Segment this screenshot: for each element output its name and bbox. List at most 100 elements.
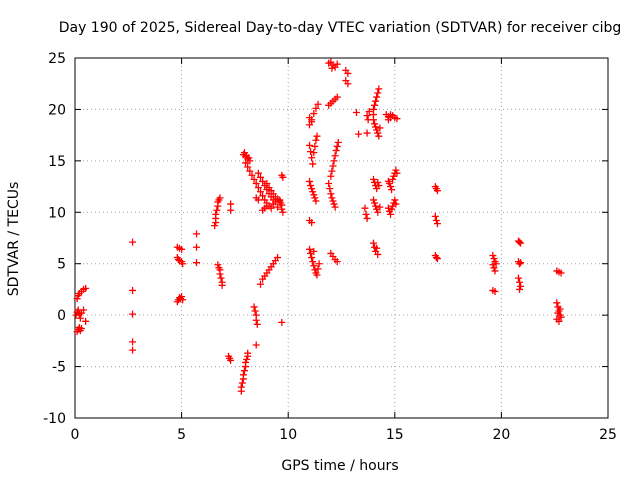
- data-point: [276, 196, 284, 204]
- data-point: [352, 109, 360, 117]
- data-point: [432, 254, 440, 262]
- y-tick-label: -5: [52, 360, 66, 376]
- data-point: [238, 379, 246, 387]
- y-tick-label: 0: [57, 308, 66, 324]
- data-point: [306, 177, 314, 185]
- data-point: [217, 274, 225, 282]
- data-point: [211, 222, 219, 230]
- data-point: [331, 203, 339, 211]
- data-point: [246, 157, 254, 165]
- data-point: [385, 179, 393, 187]
- data-point: [179, 260, 187, 268]
- data-point: [333, 93, 341, 101]
- data-point: [308, 254, 316, 262]
- data-point: [371, 199, 379, 207]
- y-tick-label: 10: [48, 205, 66, 221]
- data-point: [374, 89, 382, 97]
- data-point: [254, 184, 262, 192]
- data-point: [252, 316, 260, 324]
- data-point: [325, 179, 333, 187]
- data-point: [259, 192, 267, 200]
- data-point: [388, 205, 396, 213]
- data-point: [327, 190, 335, 198]
- data-point: [310, 149, 318, 157]
- data-point: [325, 59, 333, 67]
- data-point: [306, 245, 314, 253]
- data-point: [256, 173, 264, 181]
- data-point: [369, 116, 377, 124]
- data-point: [369, 196, 377, 204]
- data-point: [311, 194, 319, 202]
- data-point: [310, 110, 318, 118]
- data-point: [263, 179, 271, 187]
- data-point: [314, 100, 322, 108]
- data-point: [251, 307, 259, 315]
- data-point: [372, 202, 380, 210]
- data-point: [489, 261, 497, 269]
- data-point: [373, 244, 381, 252]
- y-tick-label: 20: [48, 102, 66, 118]
- data-point: [516, 238, 524, 246]
- data-point: [387, 210, 395, 218]
- data-point: [306, 114, 314, 122]
- data-point: [311, 142, 319, 150]
- x-tick-label: 20: [492, 427, 510, 443]
- data-point: [431, 212, 439, 220]
- x-tick-label: 0: [71, 427, 80, 443]
- data-point: [246, 167, 254, 175]
- data-point: [248, 171, 256, 179]
- data-point: [82, 284, 90, 292]
- data-point: [392, 200, 400, 208]
- y-axis-label: SDTVAR / TECUs: [6, 182, 22, 297]
- data-point: [553, 299, 561, 307]
- data-point: [278, 318, 286, 326]
- data-point: [307, 182, 315, 190]
- data-point: [393, 115, 401, 123]
- data-point: [306, 141, 314, 149]
- data-point: [311, 266, 319, 274]
- data-point: [516, 260, 524, 268]
- data-point: [312, 136, 320, 144]
- data-point: [274, 203, 282, 211]
- data-point: [330, 200, 338, 208]
- data-point: [390, 172, 398, 180]
- data-point: [516, 278, 524, 286]
- grid-lines: [75, 58, 608, 418]
- data-point: [514, 274, 522, 282]
- data-point: [344, 69, 352, 77]
- data-point: [373, 93, 381, 101]
- data-point: [371, 101, 379, 109]
- data-point: [250, 175, 258, 183]
- data-point: [328, 167, 336, 175]
- data-point: [517, 282, 525, 290]
- data-point: [374, 178, 382, 186]
- data-point: [227, 206, 235, 214]
- data-point: [243, 355, 251, 363]
- data-point: [315, 260, 323, 268]
- data-point: [250, 303, 258, 311]
- data-point: [517, 259, 525, 267]
- data-point: [516, 285, 524, 293]
- data-point: [492, 260, 500, 268]
- data-point: [278, 205, 286, 213]
- data-point: [361, 204, 369, 212]
- data-point: [239, 371, 247, 379]
- data-point: [393, 169, 401, 177]
- data-point: [307, 148, 315, 156]
- data-point: [254, 169, 262, 177]
- data-point: [376, 124, 384, 132]
- data-point: [308, 118, 316, 126]
- data-point: [178, 245, 186, 253]
- data-point: [392, 166, 400, 174]
- data-point: [375, 132, 383, 140]
- plot-frame: [74, 57, 609, 419]
- data-point: [216, 194, 224, 202]
- data-point: [369, 175, 377, 183]
- data-point: [557, 269, 565, 277]
- data-point: [391, 196, 399, 204]
- data-point: [253, 320, 261, 328]
- data-point: [274, 254, 282, 262]
- data-point: [309, 258, 317, 266]
- data-point: [333, 60, 341, 68]
- data-point: [372, 123, 380, 131]
